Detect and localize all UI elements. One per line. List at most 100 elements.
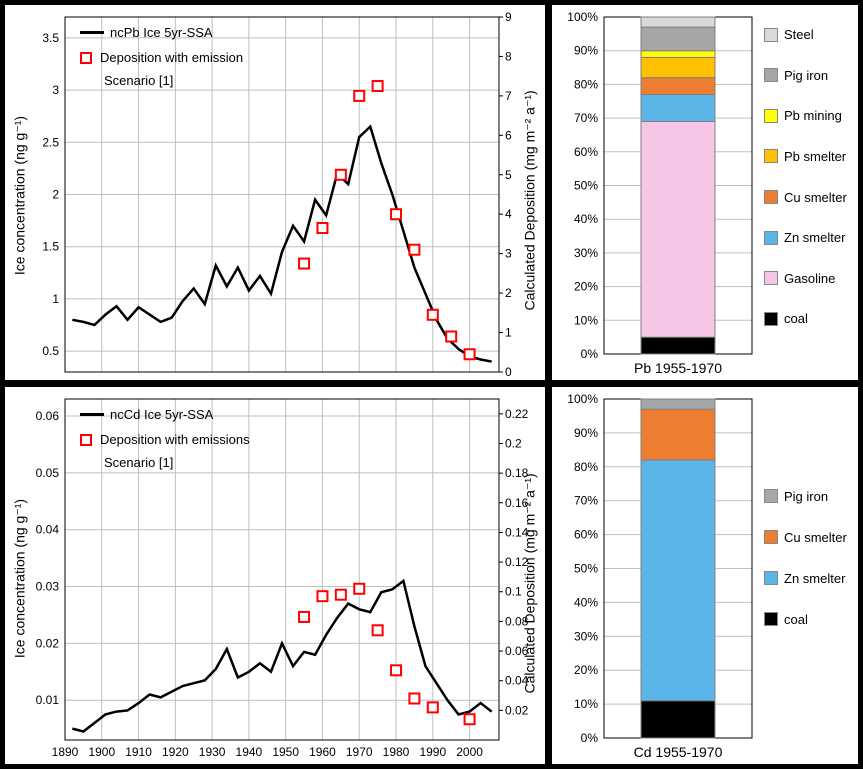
bar-legend-item: Zn smelter — [764, 571, 847, 586]
svg-text:1.5: 1.5 — [42, 240, 59, 254]
svg-text:30%: 30% — [574, 246, 598, 260]
legend-swatch — [764, 68, 778, 82]
pb-legend-line-item: ncPb Ice 5yr-SSA — [80, 25, 243, 40]
marker-swatch — [80, 434, 92, 446]
svg-text:0.22: 0.22 — [505, 407, 529, 421]
marker-swatch — [80, 52, 92, 64]
svg-text:50%: 50% — [574, 179, 598, 193]
legend-swatch — [764, 271, 778, 285]
svg-text:9: 9 — [505, 10, 512, 24]
bar-legend-item: coal — [764, 612, 847, 627]
legend-label: Zn smelter — [784, 230, 845, 245]
svg-text:0.04: 0.04 — [36, 523, 60, 537]
legend-swatch — [764, 612, 778, 626]
legend-label: coal — [784, 612, 808, 627]
legend-label: Zn smelter — [784, 571, 845, 586]
svg-text:0.02: 0.02 — [36, 636, 60, 650]
svg-text:0.01: 0.01 — [36, 693, 60, 707]
cd-legend-line-item: ncCd Ice 5yr-SSA — [80, 407, 250, 422]
pb-bar-legend: Steel Pig iron Pb mining Pb smelter Cu smelt… — [764, 27, 847, 352]
bar-legend-item: Steel — [764, 27, 847, 42]
svg-text:40%: 40% — [574, 595, 598, 609]
cd-right-axis-label: Calculated Deposition (mg m⁻² a⁻¹) — [522, 463, 539, 693]
svg-text:4: 4 — [505, 207, 512, 221]
svg-text:100%: 100% — [567, 10, 598, 24]
svg-text:1920: 1920 — [162, 745, 189, 759]
svg-text:1940: 1940 — [236, 745, 263, 759]
pb-left-axis-label: Ice concentration (ng g⁻¹) — [12, 100, 29, 290]
svg-text:40%: 40% — [574, 212, 598, 226]
cd-legend-line-label: ncCd Ice 5yr-SSA — [110, 407, 213, 422]
bar-legend-item: Cu smelter — [764, 190, 847, 205]
legend-swatch — [764, 149, 778, 163]
svg-text:2000: 2000 — [456, 745, 483, 759]
bar-legend-item: Cu smelter — [764, 530, 847, 545]
svg-text:1970: 1970 — [346, 745, 373, 759]
cd-legend-marker-item: Deposition with emissions — [80, 432, 250, 447]
cd-chart-legend: ncCd Ice 5yr-SSA Deposition with emissio… — [80, 407, 250, 470]
svg-text:0.02: 0.02 — [505, 703, 529, 717]
svg-text:2: 2 — [505, 286, 512, 300]
pb-stackedbar-panel: 0%10%20%30%40%50%60%70%80%90%100% SteelP… — [550, 3, 860, 382]
svg-text:0.05: 0.05 — [36, 466, 60, 480]
pb-chart-legend: ncPb Ice 5yr-SSA Deposition with emissio… — [80, 25, 243, 88]
bar-legend-item: Gasoline — [764, 271, 847, 286]
svg-text:1950: 1950 — [272, 745, 299, 759]
svg-text:1960: 1960 — [309, 745, 336, 759]
pb-legend-line-label: ncPb Ice 5yr-SSA — [110, 25, 213, 40]
svg-text:20%: 20% — [574, 280, 598, 294]
svg-text:80%: 80% — [574, 460, 598, 474]
svg-text:80%: 80% — [574, 77, 598, 91]
bar-legend-item: Pb mining — [764, 108, 847, 123]
svg-text:0.2: 0.2 — [505, 436, 522, 450]
svg-text:90%: 90% — [574, 426, 598, 440]
svg-text:0.06: 0.06 — [36, 409, 60, 423]
svg-text:2.5: 2.5 — [42, 135, 59, 149]
svg-text:3: 3 — [52, 83, 59, 97]
bar-legend-item: Pig iron — [764, 489, 847, 504]
legend-swatch — [764, 312, 778, 326]
svg-text:0%: 0% — [581, 731, 599, 745]
legend-swatch — [764, 28, 778, 42]
legend-label: Gasoline — [784, 271, 835, 286]
legend-swatch — [764, 190, 778, 204]
legend-label: Pb mining — [784, 108, 842, 123]
bar-legend-item: Zn smelter — [764, 230, 847, 245]
svg-text:50%: 50% — [574, 562, 598, 576]
svg-text:10%: 10% — [574, 697, 598, 711]
pb-legend-marker-label-l1: Deposition with emission — [100, 50, 243, 65]
bar-legend-item: Pb smelter — [764, 149, 847, 164]
svg-text:6: 6 — [505, 128, 512, 142]
cd-legend-marker-label-l2: Scenario [1] — [104, 455, 250, 470]
svg-text:1: 1 — [52, 292, 59, 306]
pb-legend-marker-label-l2: Scenario [1] — [104, 73, 243, 88]
svg-text:3.5: 3.5 — [42, 31, 59, 45]
svg-text:1980: 1980 — [383, 745, 410, 759]
svg-text:1: 1 — [505, 326, 512, 340]
svg-text:10%: 10% — [574, 313, 598, 327]
svg-text:20%: 20% — [574, 663, 598, 677]
svg-text:5: 5 — [505, 168, 512, 182]
legend-label: Pig iron — [784, 489, 828, 504]
legend-label: coal — [784, 311, 808, 326]
svg-text:0.03: 0.03 — [36, 580, 60, 594]
svg-text:60%: 60% — [574, 145, 598, 159]
cd-legend-marker-label-l1: Deposition with emissions — [100, 432, 250, 447]
legend-label: Pig iron — [784, 68, 828, 83]
legend-swatch — [764, 231, 778, 245]
line-swatch — [80, 31, 104, 34]
svg-text:70%: 70% — [574, 111, 598, 125]
svg-text:3: 3 — [505, 247, 512, 261]
svg-text:0: 0 — [505, 365, 512, 379]
svg-text:8: 8 — [505, 49, 512, 63]
legend-swatch — [764, 109, 778, 123]
cd-timeseries-panel: 0.010.020.030.040.050.061890190019101920… — [3, 385, 547, 766]
svg-text:70%: 70% — [574, 494, 598, 508]
line-swatch — [80, 413, 104, 416]
legend-swatch — [764, 530, 778, 544]
bar-legend-item: Pig iron — [764, 68, 847, 83]
legend-label: Pb smelter — [784, 149, 846, 164]
svg-text:1910: 1910 — [125, 745, 152, 759]
cd-bar-legend: Pig iron Cu smelter Zn smelter coal — [764, 489, 847, 653]
svg-text:0.1: 0.1 — [505, 585, 522, 599]
